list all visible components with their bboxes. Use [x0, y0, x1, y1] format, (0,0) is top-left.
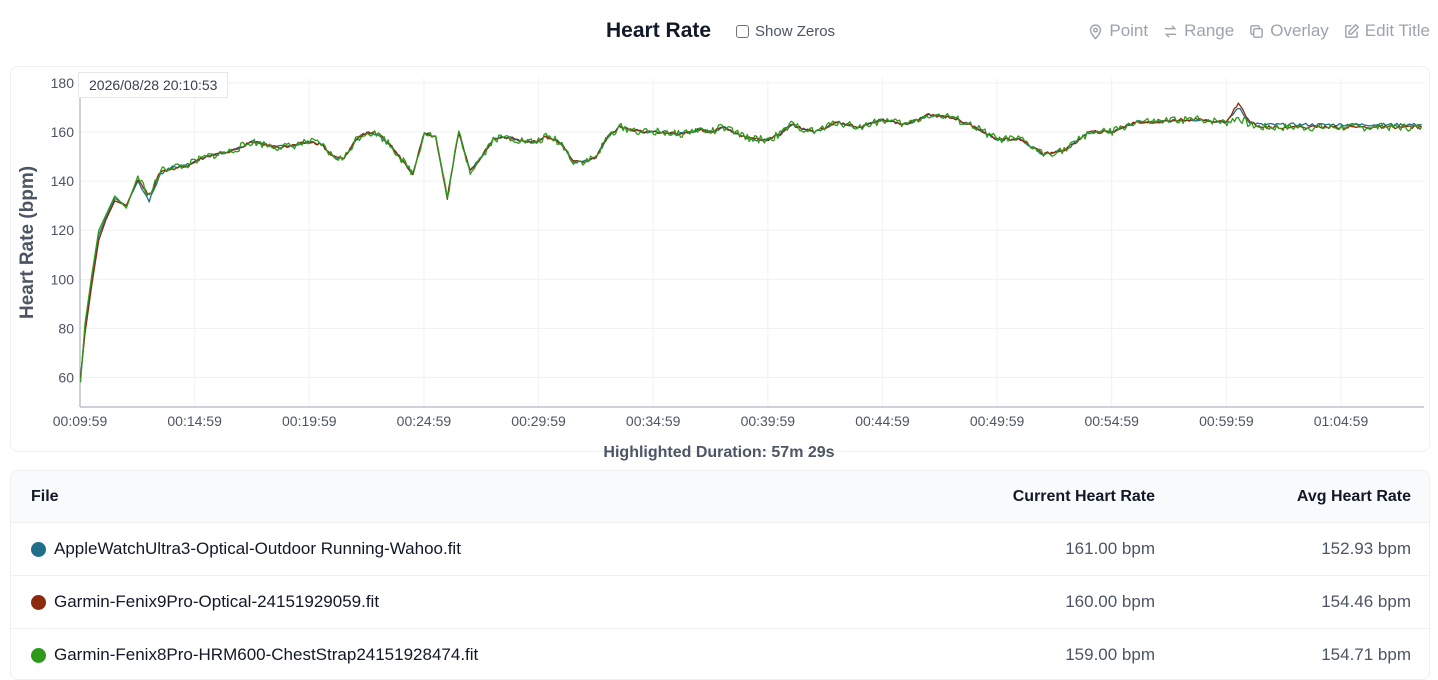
- x-tick-label: 00:09:59: [53, 413, 108, 429]
- x-tick-label: 00:49:59: [970, 413, 1025, 429]
- y-tick-label: 160: [51, 124, 75, 140]
- avg-value: 152.93 bpm: [1321, 539, 1411, 558]
- highlighted-duration: Highlighted Duration: 57m 29s: [603, 444, 835, 461]
- file-name: Garmin-Fenix8Pro-HRM600-ChestStrap241519…: [54, 645, 479, 664]
- current-value: 161.00 bpm: [1065, 539, 1155, 558]
- overlay-button[interactable]: Overlay: [1248, 21, 1329, 41]
- series-color-dot: [31, 594, 46, 610]
- edit-icon: [1344, 23, 1360, 38]
- x-tick-label: 00:54:59: [1084, 413, 1139, 429]
- y-tick-label: 140: [51, 173, 75, 189]
- hover-timestamp: 2026/08/28 20:10:53: [78, 72, 229, 98]
- x-tick-label: 00:39:59: [741, 413, 796, 429]
- y-tick-label: 120: [51, 222, 75, 238]
- x-tick-label: 00:24:59: [397, 413, 452, 429]
- x-tick-label: 00:29:59: [511, 413, 566, 429]
- y-tick-label: 60: [58, 370, 74, 386]
- overlay-label: Overlay: [1270, 21, 1329, 40]
- x-tick-label: 01:04:59: [1314, 413, 1369, 429]
- chart-header: Heart Rate Show Zeros Point Range Overla…: [0, 0, 1438, 64]
- arrows-swap-icon: [1164, 24, 1177, 38]
- current-value: 159.00 bpm: [1065, 645, 1155, 664]
- heart-rate-chart[interactable]: 60 80 100 120 140 160 180 00:09:59 00:14:59 00:19…: [0, 0, 1438, 444]
- copy-icon: [1250, 24, 1264, 38]
- header-file[interactable]: File: [31, 487, 59, 505]
- map-pin-icon: [1090, 23, 1102, 40]
- series-line: [79, 102, 1423, 378]
- range-button[interactable]: Range: [1162, 21, 1234, 41]
- series-color-dot: [31, 647, 46, 663]
- x-tick-label: 00:44:59: [855, 413, 910, 429]
- y-tick-label: 180: [51, 75, 75, 91]
- file-name: AppleWatchUltra3-Optical-Outdoor Running…: [54, 539, 461, 558]
- x-tick-label: 00:34:59: [626, 413, 681, 429]
- file-name: Garmin-Fenix9Pro-Optical-24151929059.fit: [54, 592, 380, 611]
- current-value: 160.00 bpm: [1065, 592, 1155, 611]
- x-tick-label: 00:19:59: [282, 413, 337, 429]
- show-zeros-toggle[interactable]: Show Zeros: [736, 23, 835, 40]
- range-label: Range: [1184, 21, 1235, 40]
- edit-title-button[interactable]: Edit Title: [1343, 21, 1430, 41]
- point-label: Point: [1109, 21, 1149, 40]
- y-tick-label: 80: [58, 320, 74, 336]
- page-title: Heart Rate: [606, 19, 712, 42]
- chart-card: [10, 66, 1430, 452]
- x-tick-label: 00:14:59: [167, 413, 222, 429]
- show-zeros-checkbox[interactable]: [736, 25, 749, 38]
- y-axis-label: Heart Rate (bpm): [17, 166, 38, 319]
- avg-value: 154.46 bpm: [1321, 592, 1411, 611]
- chart-toolbar: Point Range Overlay Edit Title: [1087, 21, 1430, 41]
- header-avg[interactable]: Avg Heart Rate: [1296, 487, 1411, 505]
- x-tick-label: 00:59:59: [1199, 413, 1254, 429]
- show-zeros-label: Show Zeros: [755, 23, 836, 40]
- table-row[interactable]: AppleWatchUltra3-Optical-Outdoor Running…: [11, 523, 1429, 576]
- avg-value: 154.71 bpm: [1321, 645, 1411, 664]
- table-header: File Current Heart Rate Avg Heart Rate: [11, 471, 1429, 523]
- point-button[interactable]: Point: [1087, 21, 1148, 41]
- files-table: File Current Heart Rate Avg Heart Rate A…: [10, 470, 1430, 680]
- series-color-dot: [31, 541, 46, 557]
- header-current[interactable]: Current Heart Rate: [1012, 487, 1155, 505]
- y-tick-label: 100: [51, 271, 75, 287]
- table-row[interactable]: Garmin-Fenix9Pro-Optical-24151929059.fit…: [11, 576, 1429, 629]
- edit-title-label: Edit Title: [1364, 21, 1430, 40]
- table-row[interactable]: Garmin-Fenix8Pro-HRM600-ChestStrap241519…: [11, 629, 1429, 679]
- series-line: [79, 112, 1423, 383]
